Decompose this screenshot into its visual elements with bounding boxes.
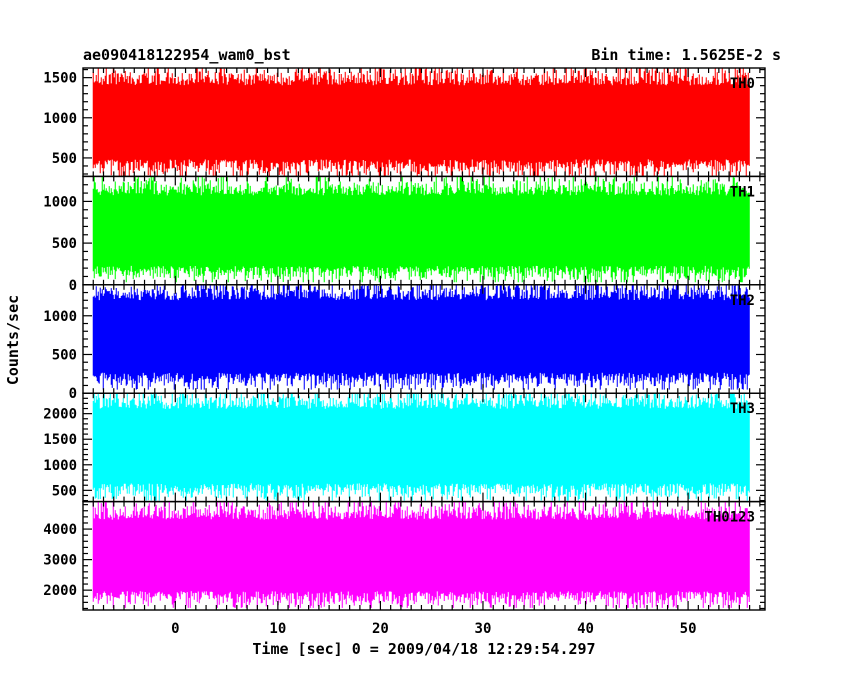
series-th0123 [92, 501, 750, 608]
y-axis-label: Counts/sec [4, 295, 22, 385]
y-tick-label: 0 [69, 386, 77, 402]
y-tick-label: 1500 [43, 432, 77, 448]
panel-frame [82, 500, 766, 611]
series-th3 [92, 393, 750, 501]
panel-th0: 500 1000 1500 TH0 [43, 67, 766, 178]
x-tick-label: 30 [475, 621, 492, 637]
y-tick-label: 500 [52, 347, 77, 363]
x-tick-label: 40 [577, 621, 594, 637]
x-tick-label: 50 [680, 621, 697, 637]
panels-group: 500 1000 1500 TH0 0 500 1000 TH1 0 500 1000 TH2 500 1… [43, 67, 766, 611]
y-tick-label: 2000 [43, 407, 77, 423]
x-tick-label: 10 [269, 621, 286, 637]
y-tick-label: 0 [69, 278, 77, 294]
y-tick-label: 500 [52, 236, 77, 252]
bin-time-label: Bin time: 1.5625E-2 s [591, 46, 781, 64]
series-th2 [92, 284, 750, 390]
y-tick-label: 1500 [43, 71, 77, 87]
y-tick-label: 1000 [43, 194, 77, 210]
panel-label: TH3 [730, 401, 755, 417]
y-tick-label: 500 [52, 483, 77, 499]
y-tick-label: 2000 [43, 583, 77, 599]
x-tick-label: 0 [171, 621, 179, 637]
series-th0 [92, 68, 750, 177]
panel-label: TH0 [730, 76, 755, 92]
panel-label: TH1 [730, 184, 755, 200]
y-tick-label: 4000 [43, 522, 77, 538]
panel-label: TH2 [730, 293, 755, 309]
panel-label: TH0123 [704, 510, 755, 526]
y-tick-label: 500 [52, 151, 77, 167]
panel-th1: 0 500 1000 TH1 [43, 175, 766, 294]
y-tick-label: 1000 [43, 309, 77, 325]
y-tick-label: 1000 [43, 458, 77, 474]
panel-th0123: 2000 3000 4000 TH0123 [43, 500, 766, 611]
x-axis-label: Time [sec] 0 = 2009/04/18 12:29:54.297 [252, 640, 595, 658]
x-axis: 0 10 20 30 40 50 [171, 621, 696, 637]
chart-title: ae090418122954_wam0_bst [83, 46, 291, 64]
y-tick-label: 3000 [43, 553, 77, 569]
panel-th3: 500 1000 1500 2000 TH3 [43, 392, 766, 503]
panel-th2: 0 500 1000 TH2 [43, 284, 766, 402]
series-th1 [92, 176, 750, 283]
y-tick-label: 1000 [43, 111, 77, 127]
x-tick-label: 20 [372, 621, 389, 637]
